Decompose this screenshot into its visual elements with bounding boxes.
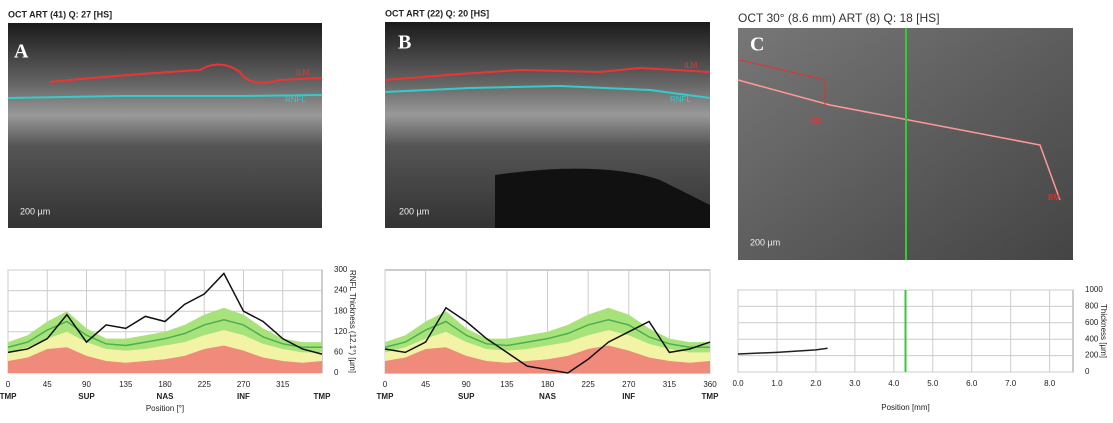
x-tick-label: 3.0 <box>849 379 861 388</box>
layer-label: BM <box>1048 193 1060 202</box>
oct-image <box>8 23 322 228</box>
x-tick-label: 270 <box>237 380 251 389</box>
x-tick-label: 1.0 <box>771 379 783 388</box>
panel-header: OCT ART (22) Q: 20 [HS] <box>385 8 489 18</box>
y-tick-label: 60 <box>334 348 343 357</box>
line <box>7 272 323 355</box>
x-tick-label: 7.0 <box>1005 379 1017 388</box>
x-tick-label: 45 <box>421 380 430 389</box>
x-tick-label: 180 <box>541 380 555 389</box>
layer-label: RNFL <box>285 95 306 104</box>
x-tick-label: 180 <box>158 380 172 389</box>
y-axis-label: RNFL Thickness (12.1°) [µm] <box>348 270 357 373</box>
x-tick-label: 360 <box>703 380 717 389</box>
scale-bar: 200 µm <box>750 237 780 247</box>
x-tick-label: 135 <box>500 380 514 389</box>
x-tick-label: 0 <box>383 380 388 389</box>
category-label: TMP <box>702 392 720 401</box>
y-tick-label: 180 <box>334 306 348 315</box>
y-tick-label: 400 <box>1085 334 1099 343</box>
x-tick-label: 8.0 <box>1044 379 1056 388</box>
category-label: NAS <box>157 392 175 401</box>
line <box>384 319 710 348</box>
line <box>7 319 322 348</box>
line <box>737 347 828 355</box>
x-tick-label: 135 <box>119 380 133 389</box>
category-label: TMP <box>314 392 332 401</box>
y-tick-label: 200 <box>1085 351 1099 360</box>
layer-label: ILM <box>684 61 698 70</box>
x-tick-label: 5.0 <box>927 379 939 388</box>
x-tick-label: 315 <box>276 380 290 389</box>
layer-label: BM <box>810 117 822 126</box>
category-label: NAS <box>539 392 557 401</box>
ilm-line <box>384 66 711 81</box>
x-tick-label: 0 <box>6 380 11 389</box>
shadow <box>495 168 710 228</box>
category-label: INF <box>237 392 250 401</box>
y-tick-label: 0 <box>334 368 339 377</box>
category-label: SUP <box>78 392 95 401</box>
category-label: TMP <box>0 392 17 401</box>
y-tick-label: 240 <box>334 286 348 295</box>
category-label: INF <box>622 392 635 401</box>
y-tick-label: 0 <box>1085 367 1090 376</box>
x-tick-label: 90 <box>82 380 91 389</box>
ilm-line <box>49 63 323 84</box>
y-axis-label: Thickness [µm] <box>1099 304 1108 358</box>
y-tick-label: 300 <box>334 265 348 274</box>
panel-letter: B <box>398 32 411 54</box>
bm-box <box>739 59 826 105</box>
area <box>385 345 710 373</box>
category-label: TMP <box>377 392 395 401</box>
panel-header: OCT ART (41) Q: 27 [HS] <box>8 9 112 19</box>
y-tick-label: 600 <box>1085 318 1099 327</box>
scale-bar: 200 µm <box>20 206 50 216</box>
rnfl-line <box>7 94 323 99</box>
rnfl-line <box>384 84 711 99</box>
x-tick-label: 6.0 <box>966 379 978 388</box>
x-tick-label: 90 <box>462 380 471 389</box>
x-tick-label: 0.0 <box>732 379 744 388</box>
bm-line <box>737 79 1061 201</box>
x-tick-label: 270 <box>622 380 636 389</box>
x-tick-label: 2.0 <box>810 379 822 388</box>
x-tick-label: 225 <box>198 380 212 389</box>
panel-letter: A <box>14 41 29 63</box>
y-tick-label: 800 <box>1085 302 1099 311</box>
x-tick-label: 315 <box>663 380 677 389</box>
x-axis-label: Position [mm] <box>881 403 929 412</box>
panel-letter: C <box>750 34 764 56</box>
category-label: SUP <box>458 392 475 401</box>
layer-label: RNFL <box>670 95 691 104</box>
x-tick-label: 45 <box>43 380 52 389</box>
scale-bar: 200 µm <box>399 206 429 216</box>
panel-header: OCT 30° (8.6 mm) ART (8) Q: 18 [HS] <box>738 11 940 25</box>
line <box>384 306 711 374</box>
y-tick-label: 1000 <box>1085 285 1103 294</box>
y-tick-label: 120 <box>334 327 348 336</box>
x-axis-label: Position [°] <box>146 404 184 413</box>
area <box>8 345 322 373</box>
x-tick-label: 4.0 <box>888 379 900 388</box>
layer-label: ILM <box>296 68 310 77</box>
x-tick-label: 225 <box>581 380 595 389</box>
